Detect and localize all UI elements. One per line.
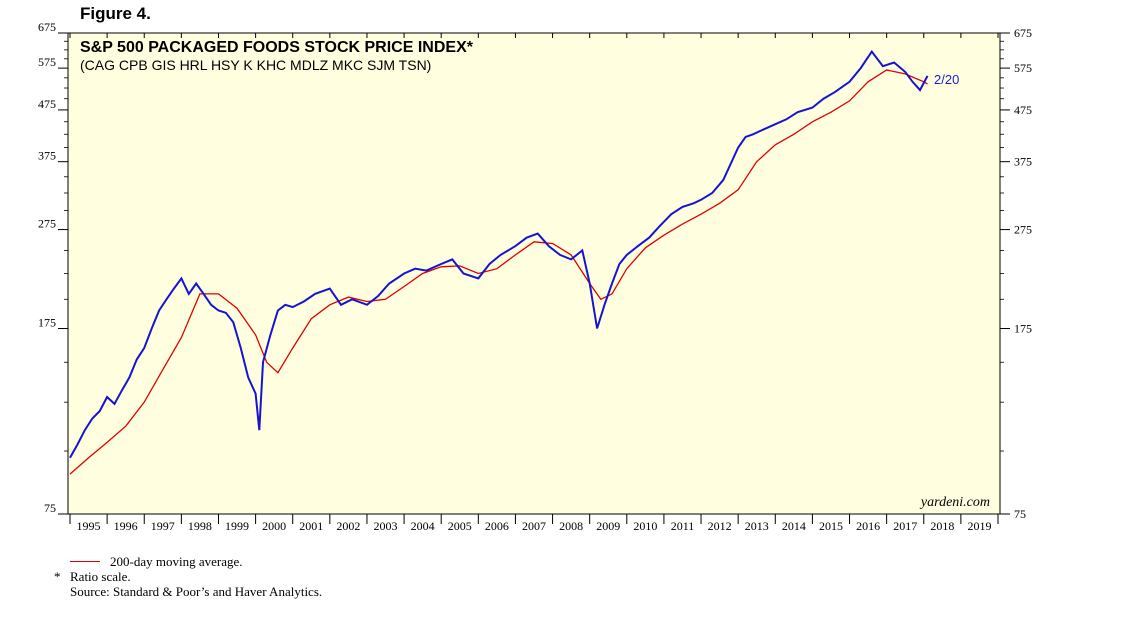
legend-label: 200-day moving average. (110, 554, 243, 569)
x-axis-ticks: 1995 1996 1997 1998 1999 2000 2001 2002 2003 2004… (69, 33, 999, 533)
asterisk: * (54, 569, 61, 584)
x-tick-label: 2011 (671, 519, 695, 533)
x-tick-label: 2013 (745, 519, 769, 533)
y-tick-label-right: 375 (1014, 155, 1032, 169)
x-tick-label: 2001 (299, 519, 323, 533)
index-line (69, 49, 929, 459)
x-tick-label: 2002 (336, 519, 360, 533)
x-tick-label: 2014 (782, 519, 806, 533)
y-tick-label-left: 75 (44, 501, 56, 515)
x-tick-label: 1996 (114, 519, 138, 533)
y-tick-label-left: 275 (38, 217, 56, 231)
x-tick-label: 2012 (708, 519, 732, 533)
x-tick-label: 2008 (559, 519, 583, 533)
watermark: yardeni.com (919, 495, 990, 510)
x-tick-label: 2016 (856, 519, 880, 533)
y-tick-label-right: 175 (1014, 322, 1032, 336)
y-tick-label-right: 75 (1014, 507, 1026, 521)
y-tick-label-right: 475 (1014, 103, 1032, 117)
x-tick-label: 2018 (930, 519, 954, 533)
x-tick-label: 2007 (522, 519, 546, 533)
chart-title: S&P 500 PACKAGED FOODS STOCK PRICE INDEX… (80, 39, 474, 56)
y-tick-label-left: 475 (38, 97, 56, 111)
moving-average-line (69, 69, 928, 475)
source-note: Source: Standard & Poor’s and Haver Anal… (70, 584, 323, 599)
x-tick-label: 2015 (819, 519, 843, 533)
figure-label: Figure 4. (80, 4, 151, 23)
x-tick-label: 1999 (225, 519, 249, 533)
x-tick-label: 2010 (633, 519, 657, 533)
end-date-label: 2/20 (934, 72, 959, 87)
x-tick-label: 2003 (374, 519, 398, 533)
x-tick-label: 2009 (596, 519, 620, 533)
y-tick-label-left: 675 (38, 20, 56, 34)
y-tick-label-left: 175 (38, 316, 56, 330)
plot-background (68, 33, 1000, 514)
y-tick-label-left: 375 (38, 149, 56, 163)
x-tick-label: 1995 (77, 519, 101, 533)
moving-average-swatch (70, 561, 100, 562)
x-tick-label: 1998 (188, 519, 212, 533)
x-tick-label: 2004 (411, 519, 435, 533)
x-tick-label: 2006 (485, 519, 509, 533)
y-axis-ticks: 75 75 175 175 275 275 375 375 475 475 575 575 675 675 (38, 20, 1032, 521)
chart-subtitle: (CAG CPB GIS HRL HSY K KHC MDLZ MKC SJM … (80, 57, 431, 73)
x-tick-label: 2019 (967, 519, 991, 533)
x-tick-label: 2005 (448, 519, 472, 533)
y-tick-label-right: 575 (1014, 61, 1032, 75)
x-tick-label: 1997 (151, 519, 175, 533)
plot-frame (67, 32, 1001, 515)
ratio-scale-note: Ratio scale. (70, 569, 131, 584)
x-tick-label: 2017 (893, 519, 917, 533)
y-tick-label-left: 575 (38, 55, 56, 69)
x-tick-label: 2000 (262, 519, 286, 533)
y-tick-label-right: 675 (1014, 26, 1032, 40)
y-tick-label-right: 275 (1014, 223, 1032, 237)
